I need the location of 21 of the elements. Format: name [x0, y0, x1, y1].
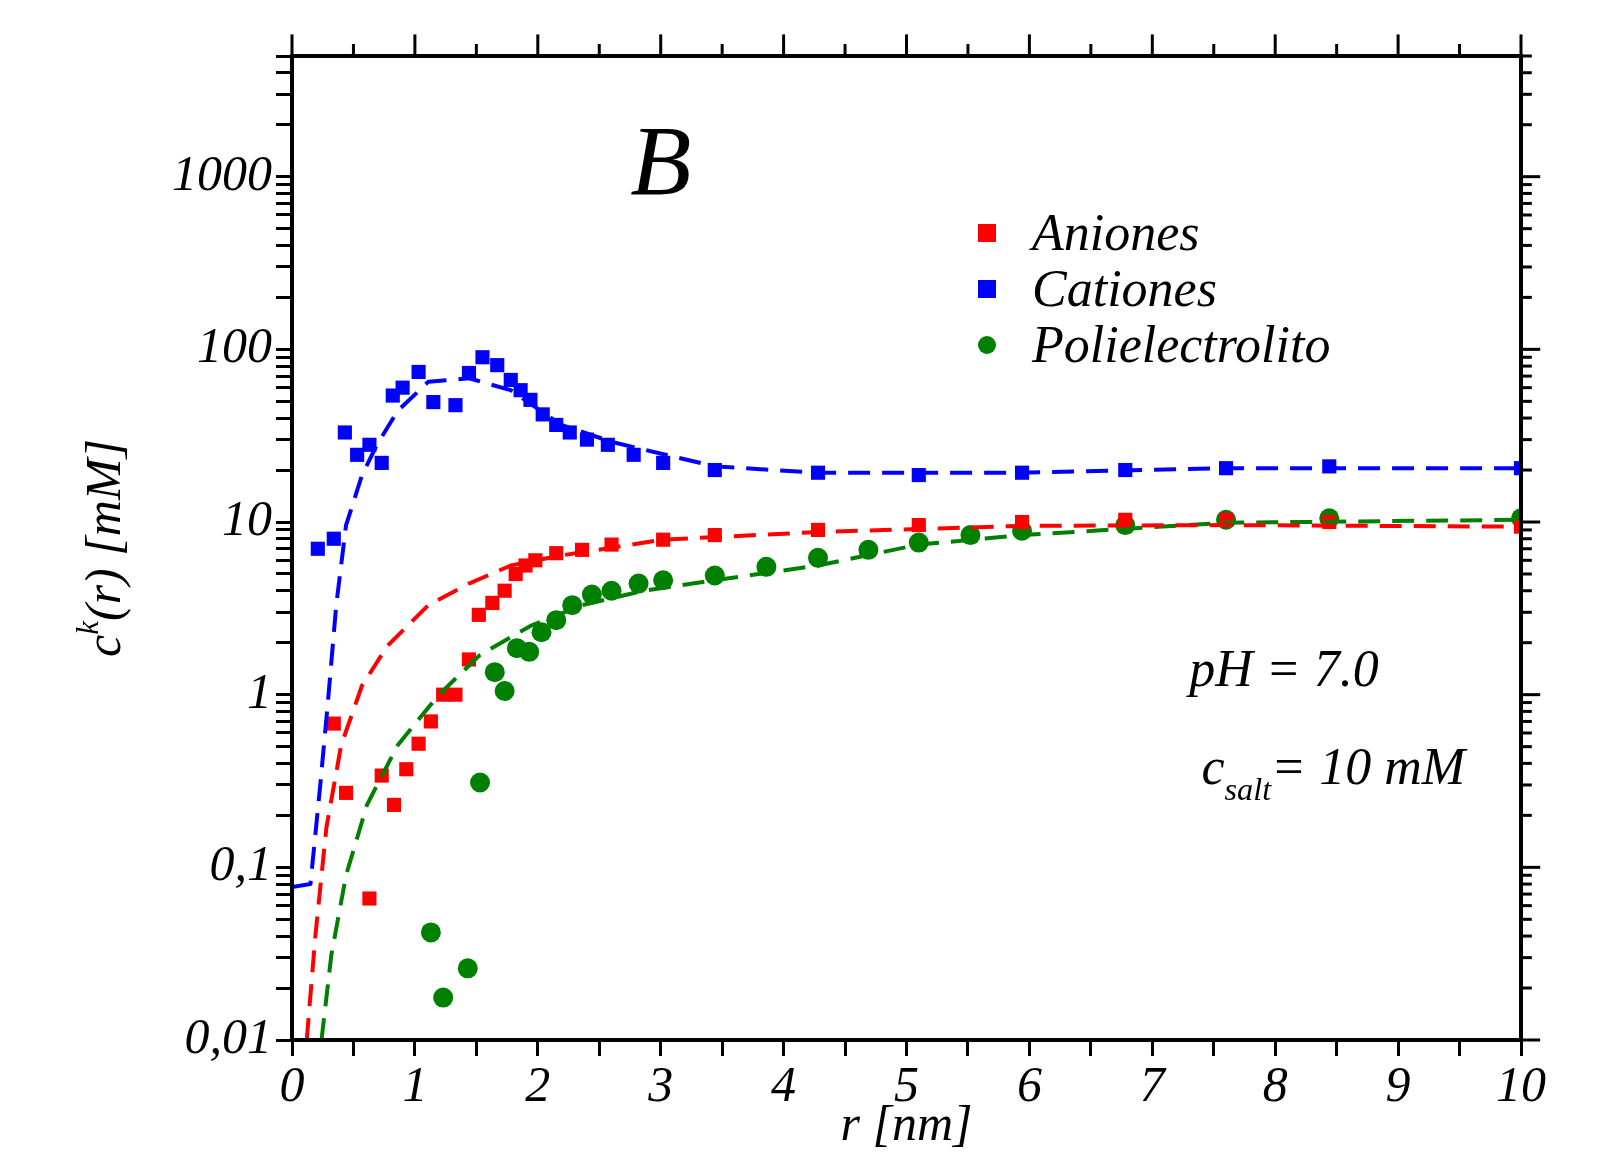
x-tick-label: 9	[1385, 1056, 1411, 1113]
y-axis-title: ck(r) [mM]	[69, 439, 131, 657]
y-tick-label: 1	[247, 662, 272, 719]
legend-label: Cationes	[1032, 260, 1217, 317]
x-tick-label: 0	[279, 1056, 305, 1113]
x-tick-label: 4	[771, 1056, 797, 1113]
x-tick-label: 6	[1016, 1056, 1042, 1113]
y-tick-label: 1000	[172, 144, 272, 201]
legend-label: Polielectrolito	[1032, 316, 1331, 373]
x-tick-label: 10	[1496, 1056, 1546, 1113]
annotation: pH = 7.0	[1185, 639, 1379, 697]
y-tick-label: 0,1	[209, 835, 272, 892]
y-tick-label: 100	[197, 317, 272, 374]
x-tick-label: 3	[647, 1056, 674, 1113]
annotation: B	[630, 104, 692, 216]
y-tick-label: 10	[222, 490, 272, 547]
x-tick-label: 7	[1139, 1056, 1167, 1113]
x-tick-label: 1	[402, 1056, 428, 1113]
x-tick-label: 2	[525, 1056, 551, 1113]
y-tick-label: 0,01	[184, 1008, 272, 1065]
x-tick-label: 8	[1262, 1056, 1288, 1113]
